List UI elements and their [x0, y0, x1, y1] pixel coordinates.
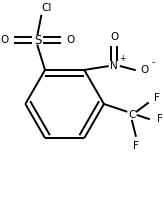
Text: S: S: [34, 34, 41, 46]
Text: C: C: [128, 110, 136, 120]
Text: F: F: [133, 141, 139, 151]
Text: Cl: Cl: [42, 3, 52, 13]
Text: O: O: [110, 32, 118, 42]
Text: N: N: [110, 61, 118, 71]
Text: +: +: [119, 54, 126, 63]
Text: O: O: [140, 65, 148, 75]
Text: O: O: [66, 35, 74, 45]
Text: -: -: [152, 58, 155, 67]
Text: O: O: [1, 35, 9, 45]
Text: F: F: [157, 114, 163, 124]
Text: F: F: [154, 93, 160, 103]
